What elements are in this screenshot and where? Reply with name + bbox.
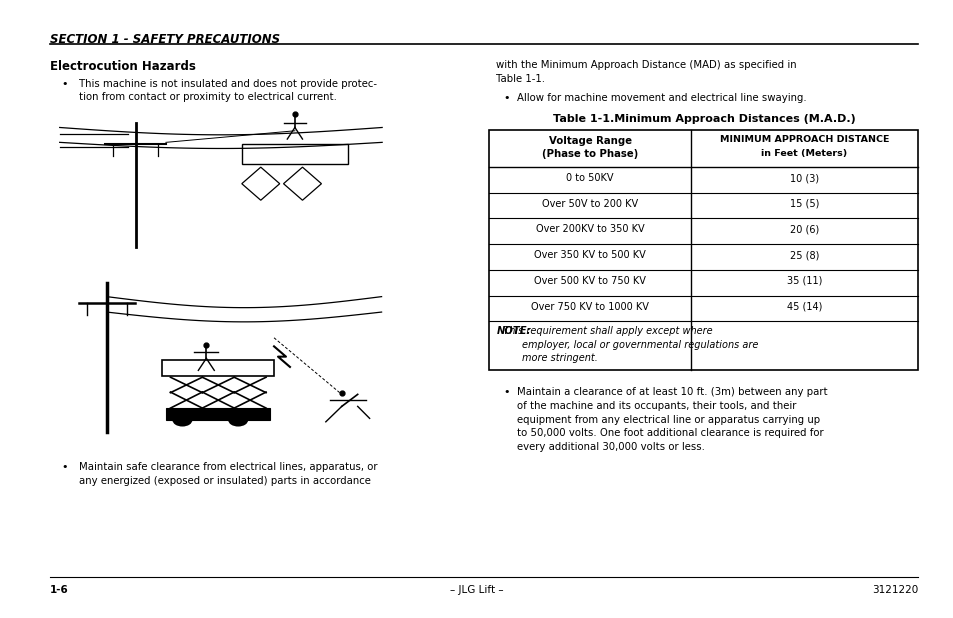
Text: •: •	[503, 387, 510, 397]
Text: Maintain safe clearance from electrical lines, apparatus, or
any energized (expo: Maintain safe clearance from electrical …	[78, 462, 376, 486]
Text: MINIMUM APPROACH DISTANCE: MINIMUM APPROACH DISTANCE	[719, 135, 888, 144]
Text: Allow for machine movement and electrical line swaying.: Allow for machine movement and electrica…	[517, 93, 805, 103]
Text: 25 (8): 25 (8)	[789, 250, 819, 260]
Text: Over 500 KV to 750 KV: Over 500 KV to 750 KV	[534, 276, 645, 286]
Text: Voltage Range: Voltage Range	[548, 137, 631, 146]
Bar	[162, 360, 274, 376]
Text: in Feet (Meters): in Feet (Meters)	[760, 148, 846, 158]
Bar	[241, 144, 348, 164]
Bar	[167, 408, 270, 420]
Text: Over 50V to 200 KV: Over 50V to 200 KV	[541, 199, 638, 209]
Text: Over 750 KV to 1000 KV: Over 750 KV to 1000 KV	[531, 302, 648, 311]
Text: NOTE:: NOTE:	[497, 326, 531, 336]
Circle shape	[172, 413, 193, 426]
Text: 0 to 50KV: 0 to 50KV	[566, 173, 613, 183]
Text: 45 (14): 45 (14)	[786, 302, 821, 311]
Text: 15 (5): 15 (5)	[789, 199, 819, 209]
Text: Over 200KV to 350 KV: Over 200KV to 350 KV	[536, 224, 643, 234]
Text: 3121220: 3121220	[871, 585, 917, 595]
Text: This requirement shall apply except where
        employer, local or governmenta: This requirement shall apply except wher…	[497, 326, 758, 363]
Text: 1-6: 1-6	[51, 585, 69, 595]
Bar	[489, 130, 917, 370]
Text: 35 (11): 35 (11)	[786, 276, 821, 286]
Text: – JLG Lift –: – JLG Lift –	[450, 585, 503, 595]
Text: This machine is not insulated and does not provide protec-
tion from contact or : This machine is not insulated and does n…	[78, 78, 376, 103]
Text: Table 1-1.Minimum Approach Distances (M.A.D.): Table 1-1.Minimum Approach Distances (M.…	[553, 114, 855, 124]
Text: SECTION 1 - SAFETY PRECAUTIONS: SECTION 1 - SAFETY PRECAUTIONS	[51, 33, 280, 46]
Text: 20 (6): 20 (6)	[789, 224, 819, 234]
Text: (Phase to Phase): (Phase to Phase)	[541, 148, 638, 159]
Text: Maintain a clearance of at least 10 ft. (3m) between any part
of the machine and: Maintain a clearance of at least 10 ft. …	[517, 387, 826, 452]
Text: •: •	[62, 78, 68, 89]
Text: •: •	[503, 93, 510, 103]
Text: •: •	[62, 462, 68, 472]
Text: Over 350 KV to 500 KV: Over 350 KV to 500 KV	[534, 250, 645, 260]
Text: Electrocution Hazards: Electrocution Hazards	[51, 61, 196, 74]
Circle shape	[228, 413, 248, 426]
Text: 10 (3): 10 (3)	[789, 173, 818, 183]
Text: with the Minimum Approach Distance (MAD) as specified in
Table 1-1.: with the Minimum Approach Distance (MAD)…	[496, 61, 796, 84]
